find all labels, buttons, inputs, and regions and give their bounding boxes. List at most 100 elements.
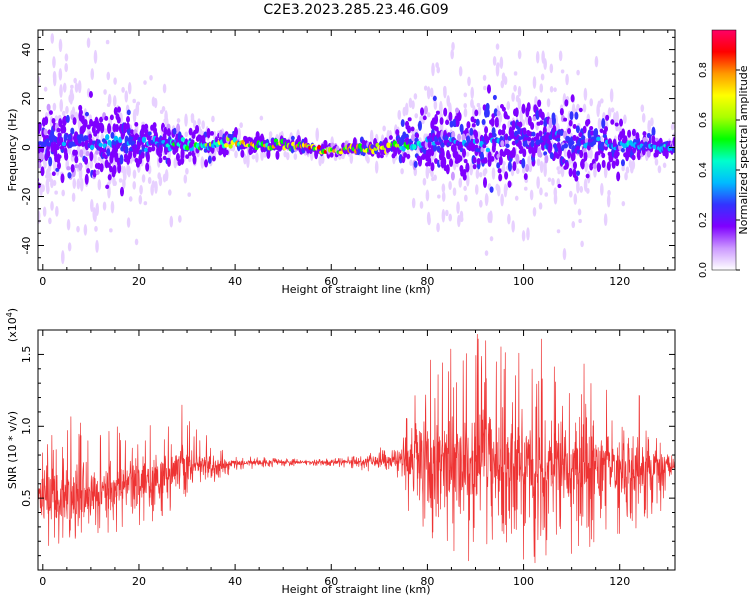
heatmap-cell bbox=[592, 163, 597, 169]
heatmap-cell bbox=[459, 123, 464, 133]
heatmap-cell bbox=[132, 109, 137, 123]
heatmap-cell bbox=[619, 118, 624, 127]
heatmap-cell bbox=[477, 106, 482, 116]
heatmap-cell bbox=[246, 154, 250, 168]
heatmap-cell bbox=[84, 156, 89, 165]
heatmap-cell bbox=[218, 144, 223, 154]
heatmap-cell bbox=[593, 128, 598, 139]
heatmap-cell bbox=[185, 145, 190, 151]
heatmap-cell bbox=[338, 150, 344, 155]
heatmap-cell bbox=[568, 167, 573, 177]
heatmap-cell bbox=[495, 63, 500, 77]
heatmap-cell bbox=[445, 119, 450, 126]
heatmap-cell bbox=[315, 127, 320, 142]
heatmap-cell bbox=[405, 120, 410, 128]
heatmap-cell bbox=[153, 97, 158, 109]
heatmap-cell bbox=[579, 185, 584, 193]
heatmap-cell bbox=[210, 130, 215, 136]
snr-panel: 0 20 40 60 80 100 120 0.5 1.0 1.5 Height of stra… bbox=[5, 308, 676, 596]
heatmap-cell bbox=[41, 184, 45, 192]
heatmap-cell bbox=[448, 213, 453, 222]
heatmap-cell bbox=[103, 154, 108, 160]
heatmap-cell bbox=[465, 162, 470, 173]
heatmap-cell bbox=[615, 158, 620, 167]
heatmap-cell bbox=[559, 129, 564, 137]
heatmap-cell bbox=[672, 136, 675, 147]
heatmap-cell bbox=[187, 192, 192, 197]
heatmap-cell bbox=[650, 117, 654, 127]
heatmap-cell bbox=[574, 111, 579, 120]
heatmap-cell bbox=[450, 49, 454, 60]
heatmap-cell bbox=[576, 69, 580, 76]
heatmap-cell bbox=[149, 74, 153, 81]
heatmap-cell bbox=[621, 128, 626, 139]
heatmap-cell bbox=[614, 122, 619, 127]
heatmap-cell bbox=[501, 72, 506, 82]
heatmap-cell bbox=[540, 73, 545, 81]
heatmap-cell bbox=[71, 192, 76, 202]
heatmap-cell bbox=[112, 176, 116, 187]
heatmap-cell bbox=[450, 171, 455, 181]
heatmap-cell bbox=[107, 174, 112, 181]
heatmap-cell bbox=[442, 156, 447, 168]
heatmap-cell bbox=[92, 169, 97, 178]
heatmap-cell bbox=[556, 137, 561, 142]
heatmap-cell bbox=[200, 159, 205, 165]
heatmap-cell bbox=[436, 141, 441, 146]
heatmap-cell bbox=[493, 108, 498, 117]
heatmap-cell bbox=[563, 142, 569, 149]
heatmap-cell bbox=[455, 107, 460, 114]
heatmap-cell bbox=[586, 187, 590, 194]
heatmap-cell bbox=[123, 171, 127, 181]
heatmap-cell bbox=[583, 178, 588, 192]
heatmap-cell bbox=[528, 146, 533, 154]
heatmap-cell bbox=[432, 95, 437, 101]
heatmap-cell bbox=[496, 162, 501, 169]
heatmap-cell bbox=[134, 157, 139, 163]
heatmap-cell bbox=[594, 55, 599, 68]
heatmap-cell bbox=[462, 173, 467, 181]
heatmap-cell bbox=[463, 92, 468, 98]
heatmap-cell bbox=[116, 116, 121, 124]
heatmap-cell bbox=[640, 104, 645, 113]
heatmap-cell bbox=[544, 192, 549, 197]
heatmap-cell bbox=[621, 165, 625, 172]
heatmap-cell bbox=[237, 127, 241, 141]
heatmap-cell bbox=[587, 150, 591, 159]
heatmap-cell bbox=[85, 150, 90, 157]
heatmap-cell bbox=[511, 140, 517, 146]
heatmap-cell bbox=[48, 110, 53, 115]
heatmap-cell bbox=[457, 133, 462, 142]
heatmap-cell bbox=[483, 167, 488, 175]
heatmap-cell bbox=[39, 152, 44, 161]
heatmap-cell bbox=[646, 149, 651, 158]
heatmap-cell bbox=[169, 215, 174, 228]
snr-x-tick-label: 20 bbox=[132, 575, 146, 588]
heatmap-cell bbox=[388, 135, 393, 141]
heatmap-cell bbox=[654, 158, 659, 166]
heatmap-cell bbox=[556, 229, 561, 234]
heatmap-cell bbox=[114, 124, 119, 132]
heatmap-cell bbox=[185, 154, 190, 160]
heatmap-cell bbox=[507, 213, 511, 225]
heatmap-cell bbox=[577, 208, 582, 216]
heatmap-cell bbox=[458, 177, 463, 188]
snr-series bbox=[38, 334, 675, 564]
heatmap-cell bbox=[70, 92, 75, 102]
heatmap-cell bbox=[537, 147, 542, 158]
heatmap-cell bbox=[521, 103, 526, 114]
heatmap-cell bbox=[100, 133, 105, 140]
heatmap-cell bbox=[483, 85, 487, 91]
heatmap-cell bbox=[176, 118, 181, 123]
heatmap-cell bbox=[48, 172, 52, 183]
heatmap-cell bbox=[72, 117, 77, 125]
heatmap-cell bbox=[97, 156, 102, 162]
heatmap-cell bbox=[124, 145, 129, 154]
heatmap-cell bbox=[134, 238, 139, 246]
heatmap-cell bbox=[585, 173, 590, 179]
heatmap-cell bbox=[88, 133, 93, 140]
heatmap-cell bbox=[132, 181, 137, 190]
heatmap-cell bbox=[607, 107, 612, 119]
heatmap-cell bbox=[528, 131, 533, 137]
heatmap-cell bbox=[153, 127, 158, 135]
